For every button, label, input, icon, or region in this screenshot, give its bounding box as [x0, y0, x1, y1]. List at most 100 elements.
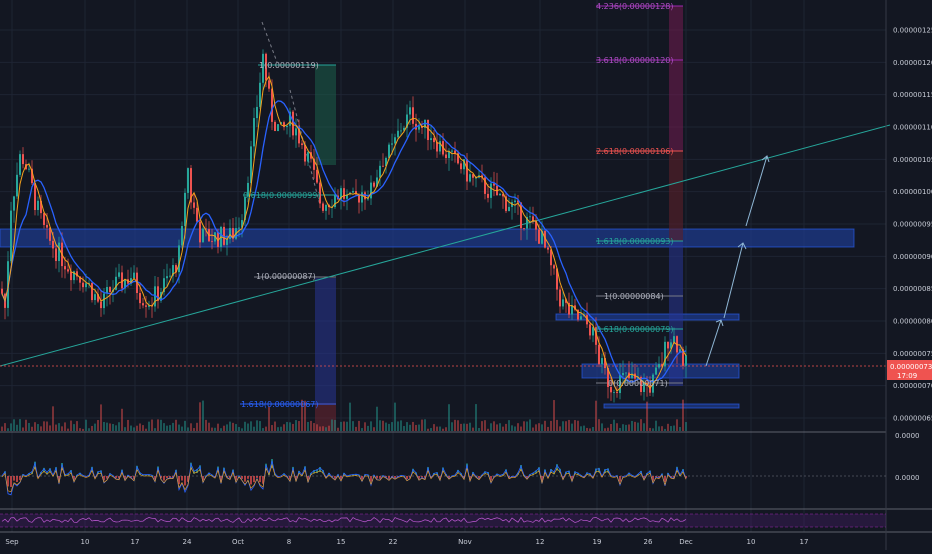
price-axis[interactable]: 0.00000125 0.00000120 0.00000115 0.00000110…: [893, 27, 932, 423]
volume-bar: [337, 427, 339, 431]
candle-body: [463, 159, 465, 170]
volume-bar: [286, 421, 288, 431]
volume-bar: [463, 423, 465, 431]
candle-body: [529, 216, 531, 218]
volume-bar: [421, 419, 423, 431]
volume-bar: [253, 426, 255, 431]
osc-line-2: [1, 464, 687, 492]
volume-bar: [4, 423, 6, 431]
fib2-lines: [596, 5, 683, 384]
candle-body: [22, 154, 24, 165]
volume-bar: [643, 423, 645, 431]
candle-body: [565, 299, 567, 303]
volume-bar: [217, 423, 219, 431]
trend-line[interactable]: [0, 124, 891, 367]
volume-bar: [583, 425, 585, 431]
volume-bar: [538, 423, 540, 431]
fib2-box-pink: [669, 6, 683, 151]
volume-bar: [172, 422, 174, 431]
volume-bar: [586, 427, 588, 431]
osc-hist-bar: [658, 476, 660, 478]
volume-bar: [364, 422, 366, 431]
candle-body: [493, 183, 495, 186]
volume-bar: [58, 423, 60, 431]
volume-bar: [472, 427, 474, 431]
volume-bar: [271, 425, 273, 431]
time-axis-tick: Sep: [5, 538, 19, 546]
volume-bar: [19, 419, 21, 431]
candle-body: [313, 158, 315, 170]
volume-bar: [118, 422, 120, 431]
volume-bar: [502, 426, 504, 431]
volume-bar: [142, 425, 144, 431]
volume-bar: [607, 427, 609, 431]
candle-body: [436, 142, 438, 152]
candle-body: [547, 247, 549, 250]
candle-body: [280, 122, 282, 125]
volume-bar: [310, 420, 312, 431]
candle-body: [232, 228, 234, 239]
volume-bar: [670, 426, 672, 431]
candle-body: [541, 230, 543, 244]
candle-body: [145, 305, 147, 307]
volume-bar: [625, 424, 627, 431]
volume-bar: [499, 423, 501, 431]
volume-bar: [247, 423, 249, 431]
candle-body: [472, 174, 474, 178]
candle-body: [340, 188, 342, 200]
volume-bar: [52, 406, 54, 431]
resistance-zone[interactable]: [0, 228, 855, 248]
volume-bar: [220, 428, 222, 431]
candle-body: [508, 206, 510, 212]
volume-bar: [652, 428, 654, 431]
volume-bar: [415, 424, 417, 431]
candle-body: [166, 276, 168, 279]
osc-hist-bar: [607, 468, 609, 473]
candle-body: [301, 143, 303, 146]
candle-body: [520, 202, 522, 229]
osc-hist-bar: [19, 476, 21, 481]
volume-bar: [319, 426, 321, 431]
volume-bar: [139, 423, 141, 431]
support-zone-upper[interactable]: [555, 313, 740, 321]
candle-body: [679, 349, 681, 353]
price-axis-tick: 0.00000075: [893, 350, 932, 358]
osc-hist-bar: [328, 472, 330, 475]
osc-hist-bar: [262, 476, 264, 484]
volume-bar: [547, 426, 549, 431]
candle-body: [226, 238, 228, 245]
volume-bar: [223, 425, 225, 431]
osc-hist-bar: [307, 476, 309, 481]
time-axis-tick: 24: [183, 538, 192, 546]
support-zone-lower[interactable]: [603, 403, 740, 409]
volume-bar: [403, 426, 405, 431]
osc-hist-bar: [133, 476, 135, 480]
osc-hist-bar: [355, 473, 357, 476]
candle-body: [46, 224, 48, 228]
volume-bar: [268, 406, 270, 431]
projection-arrows: [705, 155, 770, 367]
time-axis[interactable]: Sep 10 17 24 Oct 8 15 22 Nov 12 19 26 Dec 10 17: [5, 538, 808, 546]
volume-bar: [325, 427, 327, 431]
candle-body: [586, 315, 588, 325]
candle-body: [34, 183, 36, 210]
volume-bar: [661, 426, 663, 431]
volume-bar: [412, 421, 414, 431]
volume-bar: [280, 426, 282, 431]
fib1-labels: 1(0.00000119) 0.618(0.00000099) 1(0.0000…: [241, 61, 321, 409]
volume-bar: [418, 424, 420, 431]
volume-bar: [163, 423, 165, 431]
osc-hist-bar: [421, 476, 423, 478]
volume-bar: [466, 423, 468, 431]
volume-bar: [112, 423, 114, 431]
volume-bar: [385, 422, 387, 431]
volume-bar: [622, 424, 624, 431]
volume-bar: [373, 427, 375, 431]
volume-bar: [673, 425, 675, 431]
candle-body: [157, 286, 159, 301]
candle-body: [592, 327, 594, 336]
volume-bar: [169, 425, 171, 431]
volume-bar: [457, 420, 459, 431]
